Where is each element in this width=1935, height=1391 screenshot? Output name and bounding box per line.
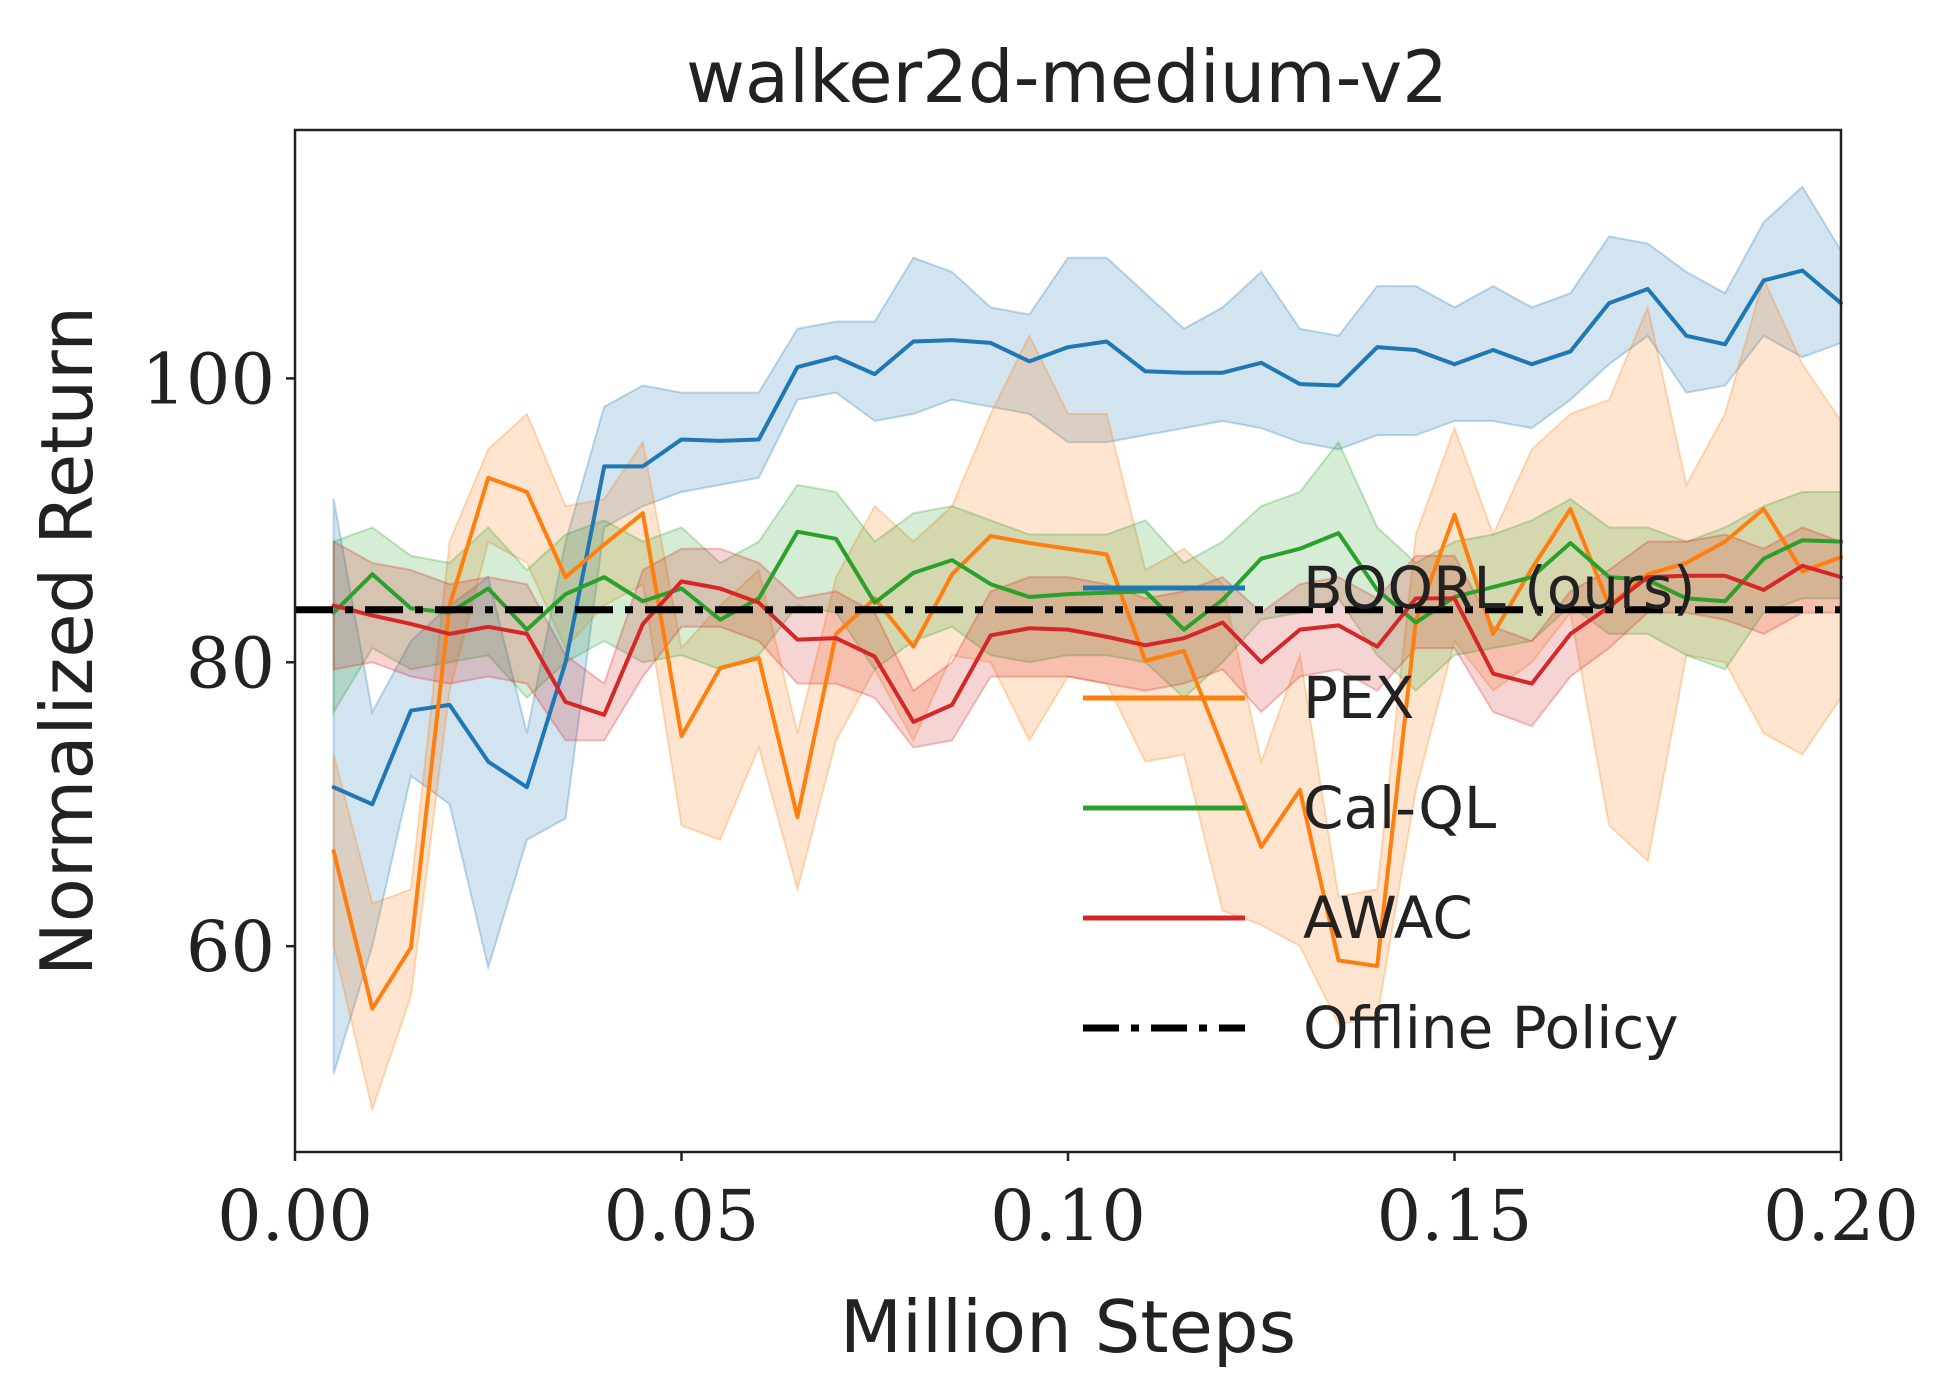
- legend: BOORL (ours) PEX Cal-QL AWAC Offline Policy: [1083, 554, 1696, 1062]
- chart-title: walker2d-medium-v2: [686, 35, 1448, 119]
- x-axis-ticks: 0.00 0.05 0.10 0.15 0.20: [217, 1152, 1919, 1257]
- legend-label-awac: AWAC: [1303, 884, 1473, 952]
- x-tick-label: 0.20: [1763, 1175, 1919, 1257]
- x-tick-label: 0.10: [990, 1175, 1146, 1257]
- y-axis-ticks: 60 80 100: [141, 338, 295, 988]
- confidence-bands: [332, 185, 1842, 1114]
- series-lines: [331, 268, 1843, 1011]
- x-tick-label: 0.15: [1377, 1175, 1533, 1257]
- legend-label-cal-ql: Cal-QL: [1303, 774, 1496, 842]
- x-tick-label: 0.00: [217, 1175, 373, 1257]
- y-tick-label: 100: [141, 338, 275, 420]
- x-tick-label: 0.05: [604, 1175, 760, 1257]
- legend-label-pex: PEX: [1303, 664, 1414, 732]
- series-line-boorl-ours: [331, 268, 1843, 807]
- legend-label-offline-policy: Offline Policy: [1303, 994, 1679, 1062]
- y-tick-label: 80: [186, 622, 275, 704]
- y-axis-label: Normalized Return: [25, 306, 109, 976]
- series-line-pex: [331, 475, 1843, 1011]
- series-line-awac: [331, 563, 1843, 724]
- legend-label-boorl-ours: BOORL (ours): [1303, 554, 1696, 622]
- series-line-cal-ql: [331, 529, 1843, 632]
- y-tick-label: 60: [186, 906, 275, 988]
- x-axis-label: Million Steps: [840, 1285, 1296, 1369]
